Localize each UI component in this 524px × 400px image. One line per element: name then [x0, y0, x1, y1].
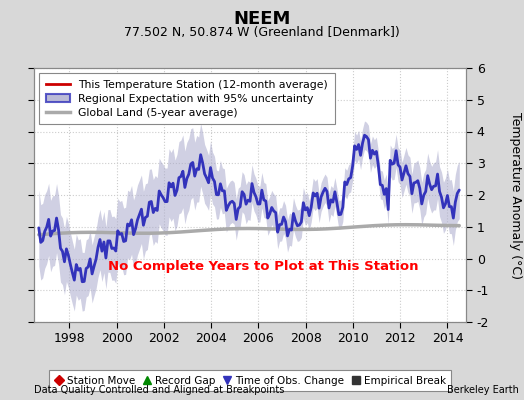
- Text: Berkeley Earth: Berkeley Earth: [447, 385, 519, 395]
- Text: 77.502 N, 50.874 W (Greenland [Denmark]): 77.502 N, 50.874 W (Greenland [Denmark]): [124, 26, 400, 39]
- Y-axis label: Temperature Anomaly (°C): Temperature Anomaly (°C): [509, 112, 521, 278]
- Text: NEEM: NEEM: [233, 10, 291, 28]
- Text: Data Quality Controlled and Aligned at Breakpoints: Data Quality Controlled and Aligned at B…: [34, 385, 285, 395]
- Text: No Complete Years to Plot at This Station: No Complete Years to Plot at This Statio…: [108, 260, 419, 273]
- Legend: Station Move, Record Gap, Time of Obs. Change, Empirical Break: Station Move, Record Gap, Time of Obs. C…: [49, 370, 451, 391]
